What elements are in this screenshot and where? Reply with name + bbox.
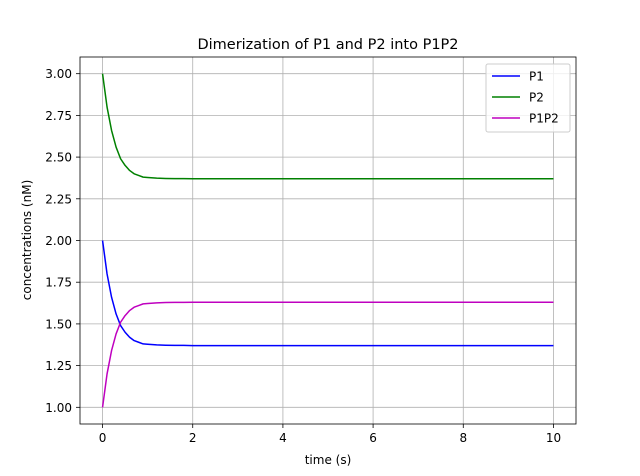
x-axis-label: time (s) [305,453,352,467]
y-tick-label: 2.75 [45,109,72,123]
y-tick-label: 1.50 [45,317,72,331]
y-tick-label: 2.50 [45,151,72,165]
x-tick-label: 6 [369,431,377,445]
series-line-p2 [101,73,554,180]
y-axis-label: concentrations (nM) [20,180,34,301]
y-tick-label: 2.00 [45,234,72,248]
y-tick-label: 2.25 [45,192,72,206]
x-tick-label: 8 [459,431,467,445]
y-tick-label: 1.25 [45,359,72,373]
y-tick-label: 1.00 [45,401,72,415]
x-tick-label: 0 [99,431,107,445]
x-tick-label: 10 [546,431,561,445]
series-line-p1p2 [101,301,554,408]
x-tick-label: 2 [189,431,197,445]
chart-title: Dimerization of P1 and P2 into P1P2 [197,37,458,53]
legend-box [485,63,571,133]
y-tick-label: 3.00 [45,67,72,81]
x-tick-label: 4 [279,431,287,445]
y-tick-label: 1.75 [45,276,72,290]
legend-label-p1p2: P1P2 [529,112,559,126]
grid [80,57,576,424]
series-lines [101,73,554,408]
legend-label-p2: P2 [529,91,544,105]
legend-label-p1: P1 [529,70,544,84]
axis-ticks: 0 2 4 6 8 10 1.00 1.25 1.50 1.75 2.00 2.25 2.50 2.75 3… [45,67,561,445]
